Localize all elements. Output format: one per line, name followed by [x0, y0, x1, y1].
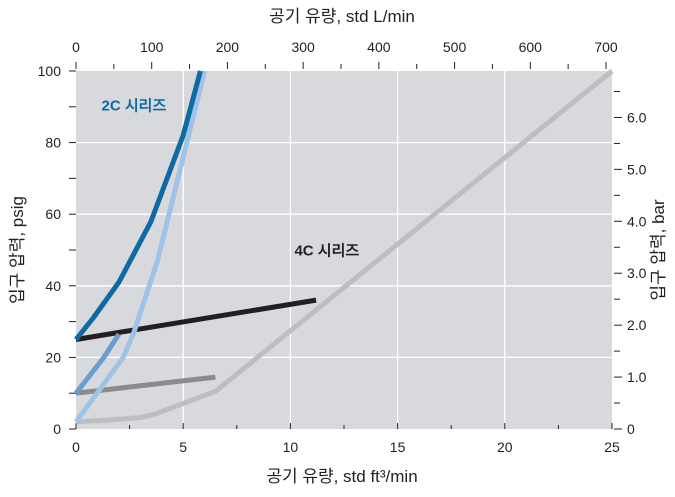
x-tick-label: 25	[604, 439, 620, 455]
series-line	[74, 332, 122, 395]
y-tick-label: 80	[45, 135, 61, 151]
y-axis-title-right: 입구 압력, bar	[649, 199, 668, 301]
top-tick-label: 0	[72, 39, 80, 55]
right-tick-label: 6.0	[627, 109, 647, 125]
right-tick-label: 1.0	[627, 369, 647, 385]
y-axis-title-left: 입구 압력, psig	[8, 196, 27, 304]
series-annotation: 2C 시리즈	[102, 97, 167, 114]
tick-labels: 0 5 10 15 20 25 0 20 40 60 80 100 0 100 200 300 400 500 60…	[38, 39, 647, 455]
series-line	[75, 297, 317, 342]
y-tick-label: 40	[45, 278, 61, 294]
series-line	[75, 69, 614, 425]
x-axis-title-top: 공기 유량, std L/min	[269, 7, 415, 26]
top-tick-label: 700	[594, 39, 618, 55]
right-tick-label: 3.0	[627, 265, 647, 281]
right-tick-label: 4.0	[627, 213, 647, 229]
tick-marks	[69, 62, 622, 430]
series-annotation: 4C 시리즈	[294, 242, 359, 259]
top-tick-label: 100	[140, 39, 164, 55]
series-line	[74, 70, 203, 342]
x-tick-label: 0	[72, 439, 80, 455]
y-tick-label: 100	[38, 63, 62, 79]
right-tick-label: 2.0	[627, 317, 647, 333]
series-line	[73, 70, 208, 424]
x-tick-label: 5	[179, 439, 187, 455]
x-tick-label: 20	[497, 439, 513, 455]
top-tick-label: 600	[519, 39, 543, 55]
series-lines	[73, 69, 614, 425]
y-tick-label: 20	[45, 349, 61, 365]
top-tick-label: 500	[443, 39, 467, 55]
y-tick-label: 60	[45, 206, 61, 222]
plot-area	[76, 71, 612, 429]
right-tick-label: 0	[627, 421, 635, 437]
annotations: 2C 시리즈 4C 시리즈	[102, 97, 360, 259]
x-tick-label: 15	[390, 439, 406, 455]
top-tick-label: 300	[291, 39, 315, 55]
top-tick-label: 200	[216, 39, 240, 55]
top-tick-label: 400	[367, 39, 391, 55]
y-tick-label: 0	[53, 421, 61, 437]
x-axis-title-bottom: 공기 유량, std ft³/min	[266, 467, 417, 486]
x-tick-label: 10	[283, 439, 299, 455]
right-tick-label: 5.0	[627, 161, 647, 177]
